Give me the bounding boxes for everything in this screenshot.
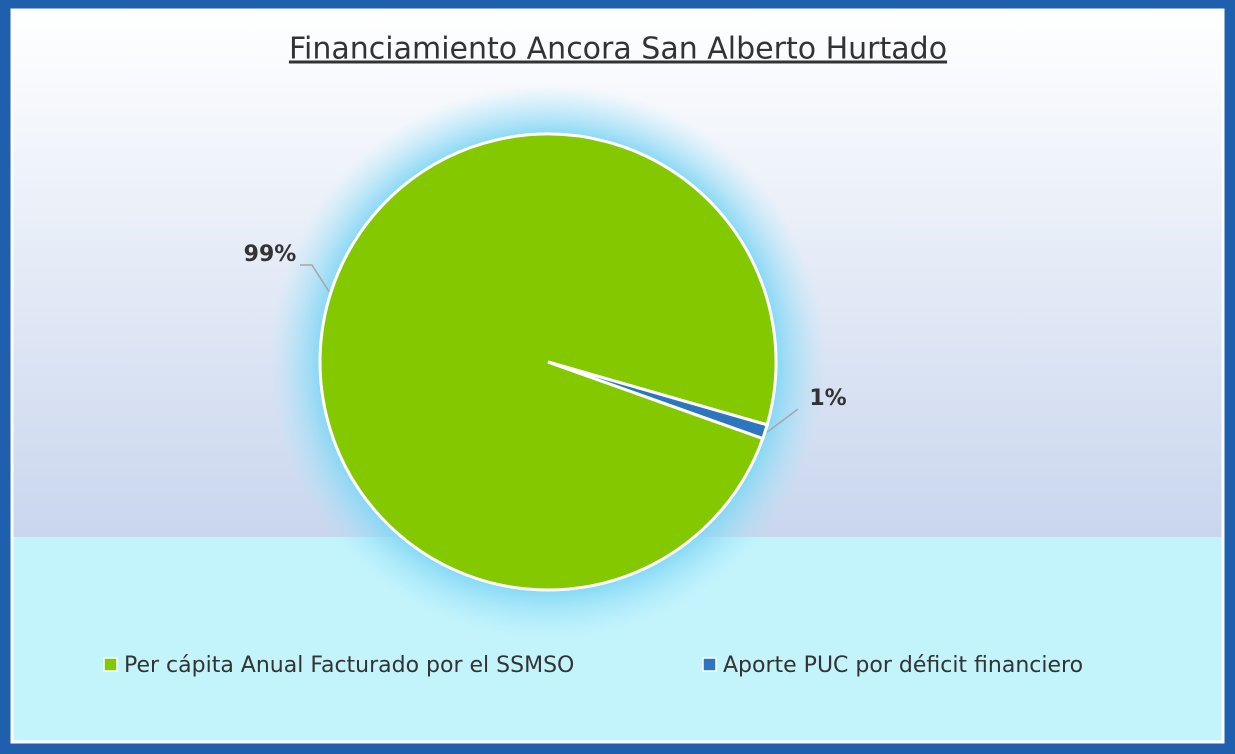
legend-label: Per cápita Anual Facturado por el SSMSO — [124, 653, 574, 678]
legend-label: Aporte PUC por déficit financiero — [723, 653, 1083, 678]
legend-swatch — [103, 657, 118, 672]
pie-slice — [547, 360, 770, 441]
data-label: 99% — [244, 242, 297, 267]
leader-line — [766, 408, 799, 433]
leader-line — [300, 264, 330, 293]
chart-title: Financiamiento Ancora San Alberto Hurtad… — [289, 32, 947, 67]
legend-swatch — [702, 657, 717, 672]
data-label: 1% — [809, 386, 846, 411]
